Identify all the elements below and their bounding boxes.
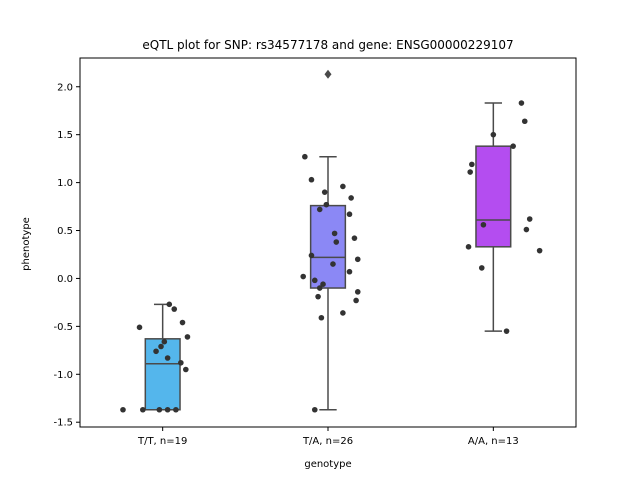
- data-point: [153, 348, 159, 355]
- data-point: [173, 406, 179, 413]
- data-point: [467, 169, 473, 175]
- y-tick-label: 0.5: [57, 226, 73, 237]
- data-point: [316, 206, 323, 213]
- data-point: [166, 301, 173, 308]
- x-tick-label: T/T, n=19: [137, 436, 187, 447]
- data-point: [490, 131, 497, 138]
- data-point: [315, 293, 321, 300]
- data-point: [330, 261, 336, 267]
- y-tick-label: 0.0: [57, 274, 73, 285]
- data-point: [348, 195, 354, 201]
- data-point: [353, 297, 359, 304]
- data-point: [510, 143, 516, 149]
- data-point: [340, 183, 346, 190]
- data-point: [308, 176, 315, 183]
- data-point: [320, 281, 326, 287]
- data-point: [526, 216, 533, 222]
- data-point: [340, 310, 346, 316]
- y-tick-label: -1.0: [53, 370, 73, 381]
- data-point: [311, 406, 318, 413]
- data-point: [536, 247, 543, 254]
- data-point: [311, 277, 318, 284]
- data-point: [120, 406, 126, 413]
- data-point: [178, 359, 184, 366]
- data-point: [183, 366, 189, 373]
- data-point: [480, 221, 487, 228]
- data-point: [518, 100, 525, 106]
- data-point: [158, 343, 164, 350]
- data-point: [140, 406, 146, 413]
- box-0: [144, 338, 181, 411]
- data-point: [321, 189, 328, 195]
- y-axis-label: phenotype: [21, 217, 32, 271]
- data-point: [164, 406, 171, 413]
- data-point: [156, 406, 163, 413]
- data-point: [521, 118, 528, 125]
- data-point: [346, 268, 353, 275]
- x-tick-label: A/A, n=13: [468, 436, 519, 447]
- data-point: [308, 252, 315, 259]
- data-point: [184, 334, 191, 340]
- data-point: [179, 319, 186, 326]
- data-point: [333, 239, 340, 245]
- data-point: [161, 338, 168, 345]
- box-1: [309, 204, 347, 289]
- chart-title: eQTL plot for SNP: rs34577178 and gene: …: [142, 38, 513, 52]
- plot-area: -1.5 -1.0 -0.5 0.0 0.5 1.0 1.5 2.0 T/T, n=19 T/A,…: [53, 57, 577, 447]
- data-point: [351, 235, 358, 241]
- data-point: [318, 314, 325, 321]
- x-axis-label: genotype: [304, 459, 351, 470]
- x-tick-label: T/A, n=26: [302, 436, 353, 447]
- data-point: [323, 201, 330, 208]
- y-tick-label: 2.0: [57, 82, 73, 93]
- data-point: [171, 306, 178, 312]
- data-point: [354, 256, 361, 263]
- y-tick-label: 1.0: [57, 178, 73, 189]
- data-point: [465, 244, 472, 250]
- box-2: [475, 145, 512, 248]
- data-point: [164, 355, 171, 361]
- data-point: [478, 265, 485, 271]
- data-point: [136, 324, 143, 331]
- data-point: [469, 161, 475, 168]
- data-point: [316, 285, 323, 291]
- outlier-marker: [324, 69, 332, 79]
- y-tick-label: -0.5: [53, 322, 73, 333]
- data-point: [300, 273, 307, 280]
- data-point: [503, 328, 510, 334]
- y-tick-label: 1.5: [57, 130, 73, 141]
- data-point: [523, 226, 530, 233]
- data-point: [346, 211, 353, 218]
- data-point: [331, 230, 338, 237]
- y-tick-label: -1.5: [53, 418, 73, 429]
- data-point: [302, 153, 308, 160]
- data-point: [354, 289, 361, 295]
